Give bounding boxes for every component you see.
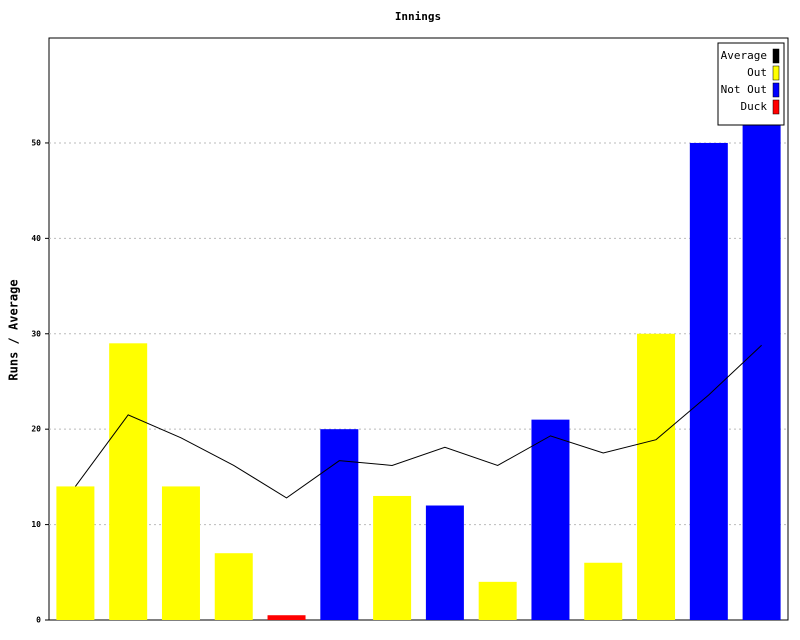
bar (637, 333, 676, 620)
bar (584, 562, 623, 620)
legend-swatch (772, 82, 780, 98)
legend-label: Out (747, 66, 767, 79)
bar (320, 429, 359, 620)
bar (214, 553, 253, 620)
legend-label: Average (721, 49, 767, 62)
bar (161, 486, 200, 620)
legend-label: Duck (741, 100, 768, 113)
bar (478, 581, 517, 620)
bar (531, 419, 570, 620)
plot-area (48, 37, 789, 621)
y-tick-label: 10 (31, 520, 41, 529)
y-tick-label: 0 (36, 616, 41, 625)
bar (109, 343, 148, 620)
bar (689, 142, 728, 621)
legend-label: Not Out (721, 83, 767, 96)
chart-title: Innings (395, 10, 441, 23)
y-tick-label: 40 (31, 234, 41, 243)
legend-swatch (772, 99, 780, 115)
bar (425, 505, 464, 620)
y-tick-label: 50 (31, 138, 41, 147)
bar (742, 123, 781, 621)
bar (373, 495, 412, 620)
bar (56, 486, 95, 620)
legend-swatch (772, 65, 780, 81)
y-axis-label: Runs / Average (7, 279, 21, 380)
average-line (74, 344, 762, 499)
bar (267, 615, 306, 620)
y-tick-label: 20 (31, 425, 41, 434)
legend-swatch (772, 48, 780, 64)
y-tick-label: 30 (31, 329, 41, 338)
legend: Average Out Not Out Duck (717, 42, 785, 126)
